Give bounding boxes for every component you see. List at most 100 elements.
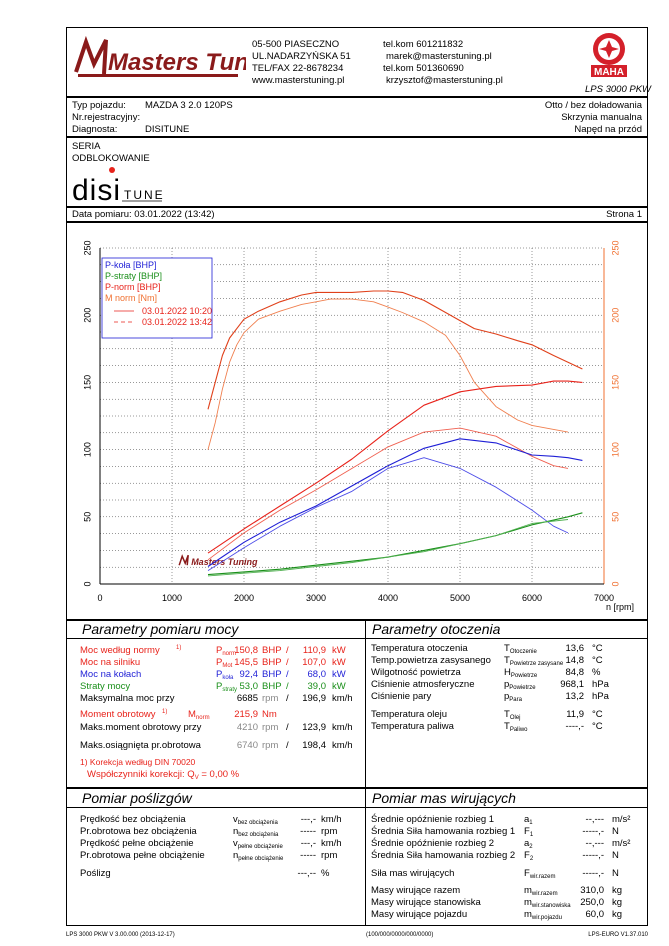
max-rpm-value: 6740 bbox=[236, 740, 258, 751]
torque-label: Moment obrotowy bbox=[80, 709, 156, 720]
param-unit-1: BHP bbox=[262, 657, 282, 668]
x-tick-label: 0 bbox=[97, 593, 102, 603]
series-line bbox=[207, 519, 569, 577]
correction-norm: 1) Korekcja według DIN 70020 bbox=[80, 757, 196, 767]
y-left-tick-label: 250 bbox=[82, 240, 92, 255]
mass-value: -----,- bbox=[582, 850, 604, 861]
ambient-label: Temperatura oleju bbox=[371, 709, 448, 720]
chart-box bbox=[66, 222, 648, 620]
series-line bbox=[207, 512, 583, 576]
param-value-2: 196,9 bbox=[302, 693, 326, 704]
ambient-value: ----,- bbox=[565, 721, 584, 732]
ambient-unit: °C bbox=[592, 721, 603, 732]
mass-symbol: a1 bbox=[524, 814, 533, 826]
legend-run-label: 03.01.2022 13:42 bbox=[142, 317, 212, 327]
y-right-tick-label: 200 bbox=[610, 308, 620, 323]
gearbox-type: Skrzynia manualna bbox=[561, 112, 642, 123]
ambient-label: Ciśnienie pary bbox=[371, 691, 432, 702]
ambient-symbol: pPowietrze bbox=[504, 679, 536, 691]
legend-entry: M norm [Nm] bbox=[105, 293, 157, 303]
torque-unit: Nm bbox=[262, 709, 277, 720]
measurement-date: Data pomiaru: 03.01.2022 (13:42) bbox=[72, 209, 215, 220]
page-number: Strona 1 bbox=[606, 209, 642, 220]
series-line bbox=[207, 427, 569, 561]
ambient-params-title: Parametry otoczenia bbox=[372, 621, 501, 637]
masters-tuning-logo: Masters Tuning bbox=[74, 34, 285, 84]
legend-entry: P-koła [BHP] bbox=[105, 260, 157, 270]
param-value-2: 68,0 bbox=[307, 669, 327, 680]
param-separator: / bbox=[286, 693, 289, 704]
contact-line-3: tel.kom 501360690 bbox=[383, 63, 464, 74]
date-bar bbox=[66, 207, 648, 222]
ambient-unit: % bbox=[592, 667, 601, 678]
contact-line-1: tel.kom 601211832 bbox=[383, 39, 464, 50]
mass-symbol: F1 bbox=[524, 826, 534, 838]
x-tick-label: 4000 bbox=[378, 593, 398, 603]
vehicle-type-value: MAZDA 3 2.0 120PS bbox=[145, 100, 233, 111]
slip-value: ----- bbox=[300, 826, 316, 837]
mass-label: Średnia Siła hamowania rozbieg 2 bbox=[371, 850, 516, 861]
param-unit-1: rpm bbox=[262, 693, 279, 704]
x-axis-label: n [rpm] bbox=[606, 602, 634, 612]
series-line bbox=[207, 298, 569, 450]
param-value-1: 53,0 bbox=[239, 681, 259, 692]
x-tick-label: 5000 bbox=[450, 593, 470, 603]
mass-label: Średnie opóźnienie rozbieg 1 bbox=[371, 814, 495, 825]
param-separator: / bbox=[286, 657, 289, 668]
mass-symbol: F2 bbox=[524, 850, 534, 862]
y-left-tick-label: 100 bbox=[82, 442, 92, 457]
slip-label: Pr.obrotowa pełne obciążenie bbox=[80, 850, 205, 861]
notes-line-2: ODBLOKOWANIE bbox=[72, 153, 150, 164]
series-line bbox=[207, 457, 569, 571]
y-left-tick-label: 50 bbox=[82, 512, 92, 522]
ambient-unit: °C bbox=[592, 709, 603, 720]
ambient-symbol: pPara bbox=[504, 691, 522, 703]
slip-value: ---,- bbox=[300, 838, 316, 849]
param-label: Moc na kołach bbox=[80, 669, 142, 680]
mass-value: --,--- bbox=[585, 814, 604, 825]
param-value-2: 39,0 bbox=[307, 681, 327, 692]
x-tick-label: 3000 bbox=[306, 593, 326, 603]
param-symbol: Pkoła bbox=[216, 669, 234, 681]
torque-rpm-value: 4210 bbox=[236, 722, 258, 733]
param-unit-1: BHP bbox=[262, 669, 282, 680]
y-left-tick-label: 150 bbox=[82, 375, 92, 390]
logo-tune: TUNE bbox=[124, 188, 165, 202]
mass-symbol: Fwir.razem bbox=[524, 868, 556, 880]
param-value-1: 92,4 bbox=[239, 669, 259, 680]
ambient-symbol: HPowietrze bbox=[504, 667, 538, 679]
torque-speed-unit: km/h bbox=[332, 722, 353, 733]
ambient-value: 14,8 bbox=[565, 655, 585, 666]
param-label: Moc na silniku bbox=[80, 657, 141, 668]
disitune-logo: disi TUNE bbox=[72, 166, 172, 207]
x-tick-label: 7000 bbox=[594, 593, 614, 603]
mass-label: Masy wirujące pojazdu bbox=[371, 909, 468, 920]
y-left-tick-label: 200 bbox=[82, 308, 92, 323]
torque-rpm-label: Maks.moment obrotowy przy bbox=[80, 722, 202, 733]
mass-value: -----,- bbox=[582, 868, 604, 879]
max-speed-value: 198,4 bbox=[302, 740, 326, 751]
param-label: Moc według normy bbox=[80, 645, 160, 656]
chart-legend: P-koła [BHP]P-straty [BHP]P-norm [BHP]M … bbox=[101, 257, 213, 339]
ambient-value: 968,1 bbox=[560, 679, 584, 690]
param-unit-2: km/h bbox=[332, 693, 353, 704]
ambient-label: Ciśnienie atmosferyczne bbox=[371, 679, 475, 690]
vehicle-type-label: Typ pojazdu: bbox=[72, 100, 126, 111]
mass-unit: N bbox=[612, 850, 619, 861]
ambient-value: 11,9 bbox=[566, 709, 584, 720]
footer-code: (100/000/0000/000/0000) bbox=[366, 932, 434, 938]
mass-unit: N bbox=[612, 868, 619, 879]
param-value-2: 107,0 bbox=[302, 657, 326, 668]
slip-symbol: vpełne obciążenie bbox=[233, 838, 283, 850]
torque-rpm-unit: rpm bbox=[262, 722, 279, 733]
notes-line-1: SERIA bbox=[72, 141, 101, 152]
slip-symbol: nbez obciążenia bbox=[233, 826, 279, 838]
slip-header-line bbox=[66, 807, 648, 808]
legend-entry: P-norm [BHP] bbox=[105, 282, 161, 292]
slip-label: Pr.obrotowa bez obciążenia bbox=[80, 826, 197, 837]
mass-label: Masy wirujące stanowiska bbox=[371, 897, 481, 908]
mass-value: --,--- bbox=[585, 838, 604, 849]
param-value-1: 6685 bbox=[236, 693, 258, 704]
slip-box bbox=[66, 788, 648, 926]
slip-label: Prędkość bez obciążenia bbox=[80, 814, 186, 825]
